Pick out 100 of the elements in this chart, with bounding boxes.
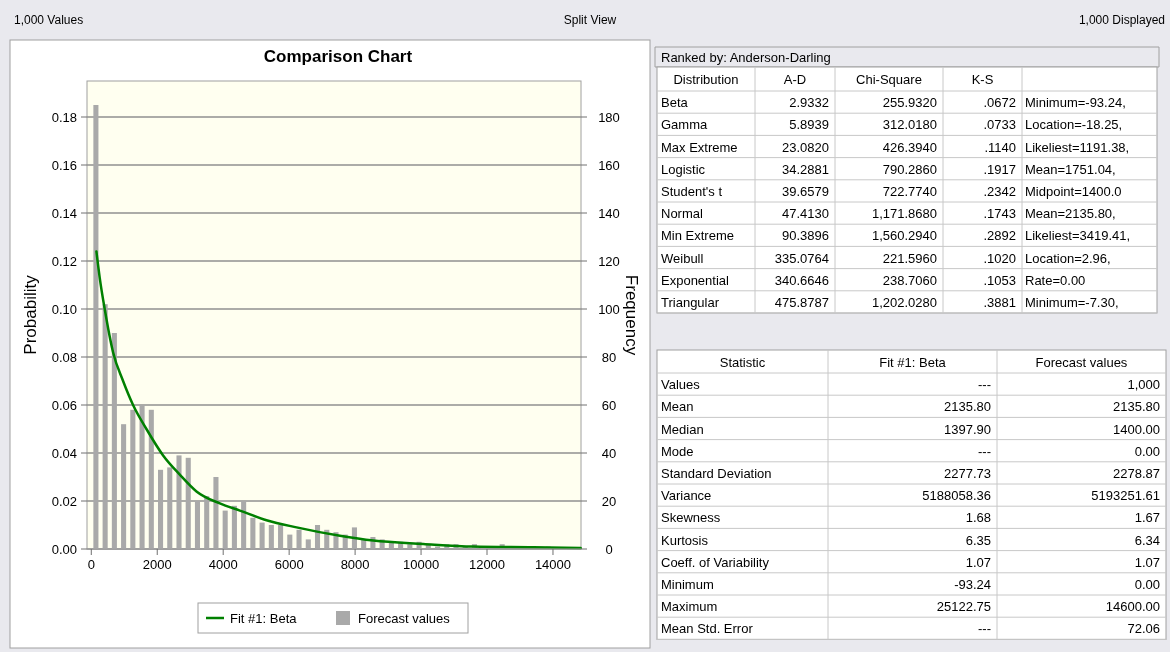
- x-tick-label: Chi-Square: [856, 72, 922, 87]
- text: 426.3940: [882, 139, 937, 155]
- y-tick-label: Weibull: [661, 250, 704, 266]
- text: 2135.80: [944, 399, 991, 415]
- y-tick-label: Standard Deviation: [661, 465, 772, 481]
- y-axis-title: Statistic: [719, 354, 766, 370]
- y-tick-label: Coeff. of Variability: [661, 554, 770, 570]
- text: 221.5960: [882, 250, 937, 266]
- y-tick-label: Exponential: [661, 272, 730, 288]
- x-tick-label: A-D: [783, 72, 807, 87]
- y2-tick-label: 100: [598, 302, 620, 317]
- text: ---: [978, 621, 991, 637]
- text: -93.24: [954, 576, 991, 592]
- y2-tick-label: 20: [601, 494, 617, 509]
- text: 1.07: [1134, 554, 1160, 570]
- text: 23.0820: [782, 139, 829, 155]
- text: .1140: [984, 139, 1016, 155]
- text: 5.8939: [789, 117, 829, 133]
- y2-tick-label: 160: [598, 158, 620, 173]
- y-tick-label: Gamma: [661, 117, 708, 133]
- text: Location=2.96,: [1025, 250, 1111, 266]
- text: 1,000: [1127, 377, 1160, 393]
- text: ---: [978, 377, 991, 393]
- text: Split View: [563, 13, 617, 27]
- x-tick-label: 2000: [142, 557, 172, 572]
- y-tick-label: 0.18: [51, 110, 77, 125]
- text: .1020: [983, 250, 1016, 266]
- y-tick-label: Kurtosis: [661, 532, 709, 548]
- text: 1397.90: [944, 421, 991, 437]
- text: .0672: [983, 95, 1016, 111]
- y-tick-label: 0.12: [51, 254, 77, 269]
- text: .1743: [983, 206, 1016, 222]
- y-tick-label: Minimum: [661, 576, 714, 592]
- text: 14600.00: [1105, 599, 1160, 615]
- text: .1917: [983, 161, 1016, 177]
- y-tick-label: 0.10: [51, 302, 77, 317]
- y-tick-label: 0.08: [51, 350, 77, 365]
- text: 72.06: [1127, 621, 1160, 637]
- y-tick-label: Values: [661, 377, 701, 393]
- text: 2135.80: [1113, 399, 1160, 415]
- text: .2892: [983, 228, 1016, 244]
- y2-tick-label: 80: [601, 350, 617, 365]
- text: Likeliest=3419.41,: [1025, 228, 1131, 244]
- y-tick-label: Min Extreme: [661, 228, 734, 244]
- text: Midpoint=1400.0: [1025, 183, 1122, 199]
- text: 1400.00: [1113, 421, 1160, 437]
- y-tick-label: Mean Std. Error: [661, 621, 754, 637]
- text: 34.2881: [782, 161, 829, 177]
- text: 1,202.0280: [871, 294, 937, 310]
- text: 47.4130: [782, 206, 829, 222]
- y-tick-label: 0.16: [51, 158, 77, 173]
- y-tick-label: 0.14: [51, 206, 77, 221]
- text: 5193251.61: [1091, 488, 1160, 504]
- text: 2278.87: [1113, 465, 1160, 481]
- x-tick-label: 8000: [340, 557, 370, 572]
- text: 790.2860: [882, 161, 937, 177]
- text: 1,560.2940: [871, 228, 937, 244]
- x-tick-label: 0: [87, 557, 95, 572]
- text: 475.8787: [774, 294, 829, 310]
- text: Mean=1751.04,: [1025, 161, 1116, 177]
- y-tick-label: 0.06: [51, 398, 77, 413]
- text: 1,171.8680: [871, 206, 937, 222]
- text: ---: [978, 443, 991, 459]
- text: 39.6579: [782, 183, 829, 199]
- text: Minimum=-93.24,: [1025, 95, 1126, 111]
- x-tick-label: 10000: [402, 557, 440, 572]
- y-tick-label: Max Extreme: [661, 139, 738, 155]
- y2-tick-label: 0: [605, 542, 613, 557]
- y-tick-label: Variance: [661, 488, 712, 504]
- y-tick-label: Mode: [661, 443, 694, 459]
- text: .1053: [983, 272, 1016, 288]
- text: 1.68: [965, 510, 991, 526]
- x-tick-label: 12000: [468, 557, 506, 572]
- text: 6.34: [1134, 532, 1160, 548]
- text: 0.00: [1134, 576, 1160, 592]
- text: 312.0180: [882, 117, 937, 133]
- text: Rate=0.00: [1025, 272, 1086, 288]
- text: 722.7740: [882, 183, 937, 199]
- text: 25122.75: [936, 599, 991, 615]
- y-tick-label: Beta: [661, 95, 689, 111]
- y2-tick-label: 180: [598, 110, 620, 125]
- text: Mean=2135.80,: [1025, 206, 1116, 222]
- y2-tick-label: 40: [601, 446, 617, 461]
- y2-tick-label: 60: [601, 398, 617, 413]
- y-tick-label: 0.04: [51, 446, 77, 461]
- text: 1,000 Displayed: [1078, 13, 1165, 27]
- text: .2342: [983, 183, 1016, 199]
- text: 6.35: [965, 532, 991, 548]
- text: 1.07: [965, 554, 991, 570]
- text: 1.67: [1134, 510, 1160, 526]
- text: Likeliest=1191.38,: [1025, 139, 1130, 155]
- y-tick-label: Mean: [661, 399, 694, 415]
- legend-label: Forecast values: [358, 611, 451, 626]
- text: .3881: [983, 294, 1016, 310]
- chart-title: Ranked by: Anderson-Darling: [661, 50, 831, 65]
- text: 2.9332: [789, 95, 829, 111]
- text: .0733: [983, 117, 1016, 133]
- y2-axis-title: Frequency: [622, 274, 641, 356]
- text: 255.9320: [882, 95, 937, 111]
- text: Location=-18.25,: [1025, 117, 1123, 133]
